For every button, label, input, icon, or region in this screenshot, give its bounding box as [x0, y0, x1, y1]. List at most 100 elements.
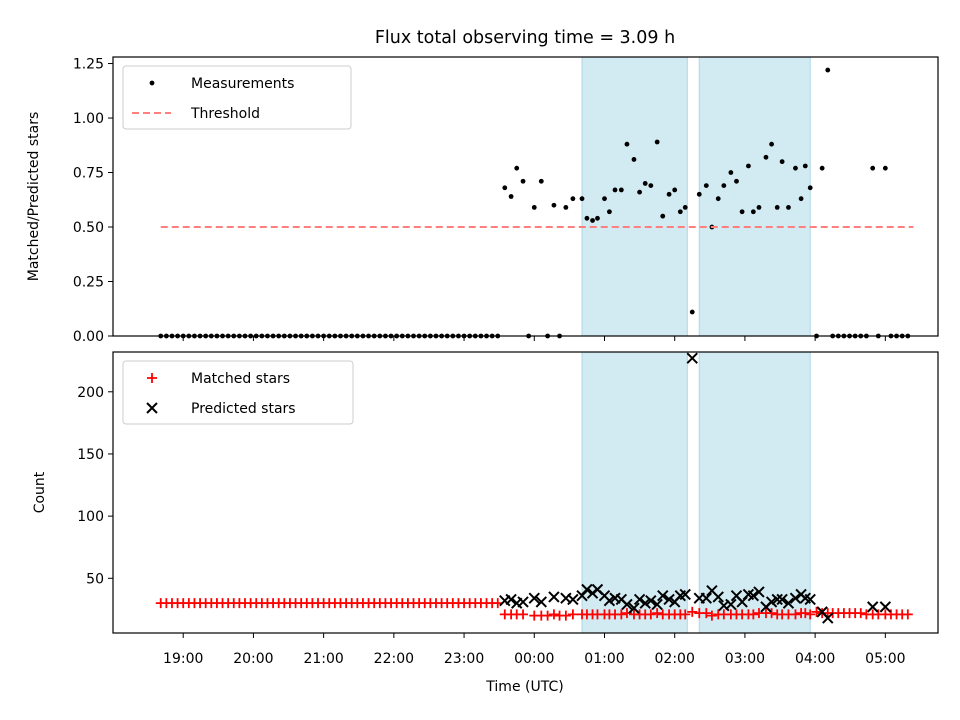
x-axis-ticks: 19:00 20:00 21:00 22:00 23:00 00:00 01:00 02:00…	[163, 651, 905, 667]
data-point	[771, 593, 783, 606]
data-point	[766, 608, 777, 619]
data-point	[528, 592, 540, 604]
y-tick-label: 50	[86, 571, 104, 587]
shaded-span	[698, 351, 811, 634]
data-point	[748, 609, 759, 620]
data-point	[739, 209, 745, 215]
data-point	[789, 592, 802, 604]
data-point	[725, 598, 737, 611]
data-point	[579, 196, 585, 202]
y-tick-label: 0.25	[73, 275, 104, 291]
data-point	[535, 596, 548, 608]
legend-label: Matched stars	[191, 371, 290, 387]
data-point	[750, 209, 756, 215]
legend-box	[122, 360, 354, 425]
y-tick-label: 0.75	[73, 166, 104, 182]
data-point	[570, 196, 576, 202]
data-point	[882, 165, 888, 171]
data-point	[700, 592, 713, 604]
data-point	[618, 187, 624, 193]
data-point	[677, 209, 683, 215]
data-point	[686, 352, 698, 364]
data-point	[645, 594, 657, 607]
data-point	[651, 598, 663, 611]
data-point	[567, 593, 579, 606]
data-point	[502, 185, 508, 191]
data-point	[639, 597, 651, 609]
plot-frame	[112, 351, 939, 634]
data-point	[628, 602, 640, 614]
data-point	[798, 196, 804, 202]
chart-title: Flux total observing time = 3.09 h	[375, 28, 675, 48]
data-point	[793, 165, 798, 171]
data-point	[746, 163, 751, 169]
y-axis-label: Matched/Predicted stars	[26, 112, 42, 282]
data-point	[666, 191, 672, 197]
data-point	[581, 583, 593, 596]
data-point	[763, 154, 769, 160]
data-point	[756, 204, 762, 210]
data-point	[769, 141, 774, 147]
legend-box	[122, 65, 352, 130]
data-point	[855, 608, 866, 619]
y-tick-label: 0.50	[73, 220, 104, 236]
data-point	[747, 589, 760, 602]
legend-label: Predicted stars	[191, 401, 296, 417]
data-point	[774, 204, 780, 210]
data-point	[520, 178, 526, 184]
data-point	[802, 163, 808, 169]
data-point	[734, 178, 739, 184]
data-point	[776, 593, 788, 606]
data-point	[715, 196, 721, 202]
y-axis-label: Count	[32, 471, 48, 513]
legend-label: Measurements	[191, 76, 294, 92]
data-point	[548, 609, 559, 620]
data-point	[807, 185, 813, 191]
plot-frame	[112, 56, 939, 337]
data-point	[633, 593, 646, 606]
series	[158, 67, 911, 339]
data-point	[616, 609, 627, 620]
data-point	[654, 139, 660, 145]
data-point	[645, 609, 656, 620]
data-point	[621, 598, 633, 611]
data-point	[870, 165, 876, 171]
y-tick-label: 1.00	[73, 111, 104, 127]
data-point	[648, 183, 654, 189]
series	[155, 598, 913, 621]
data-point	[879, 601, 892, 613]
y-tick-label: 200	[77, 385, 104, 401]
data-point	[663, 593, 675, 606]
data-point	[701, 608, 712, 619]
x-axis-label: Time (UTC)	[485, 679, 563, 695]
data-point	[595, 215, 600, 221]
x-tick-label: 22:00	[374, 651, 414, 667]
data-point	[689, 309, 695, 315]
data-point	[567, 609, 578, 620]
legend: Measurements Threshold	[122, 65, 352, 130]
data-point	[712, 591, 724, 603]
data-point	[660, 213, 666, 219]
data-point	[819, 165, 825, 171]
data-point	[866, 601, 879, 613]
data-point	[607, 209, 612, 215]
data-point	[782, 597, 795, 609]
data-point	[531, 204, 537, 210]
x-tick-label: 19:00	[163, 651, 203, 667]
data-point	[538, 178, 544, 184]
legend: Matched stars Predicted stars	[122, 360, 354, 425]
data-point	[590, 218, 595, 223]
data-point	[696, 191, 702, 197]
data-point	[672, 187, 678, 193]
shaded-span	[581, 56, 688, 337]
data-point	[706, 610, 717, 621]
x-tick-label: 02:00	[655, 651, 695, 667]
data-point	[602, 196, 607, 202]
data-point	[822, 612, 834, 624]
x-tick-label: 20:00	[233, 651, 273, 667]
data-point	[560, 610, 571, 621]
data-point	[603, 594, 616, 607]
data-point	[146, 402, 158, 414]
data-point	[149, 80, 155, 86]
